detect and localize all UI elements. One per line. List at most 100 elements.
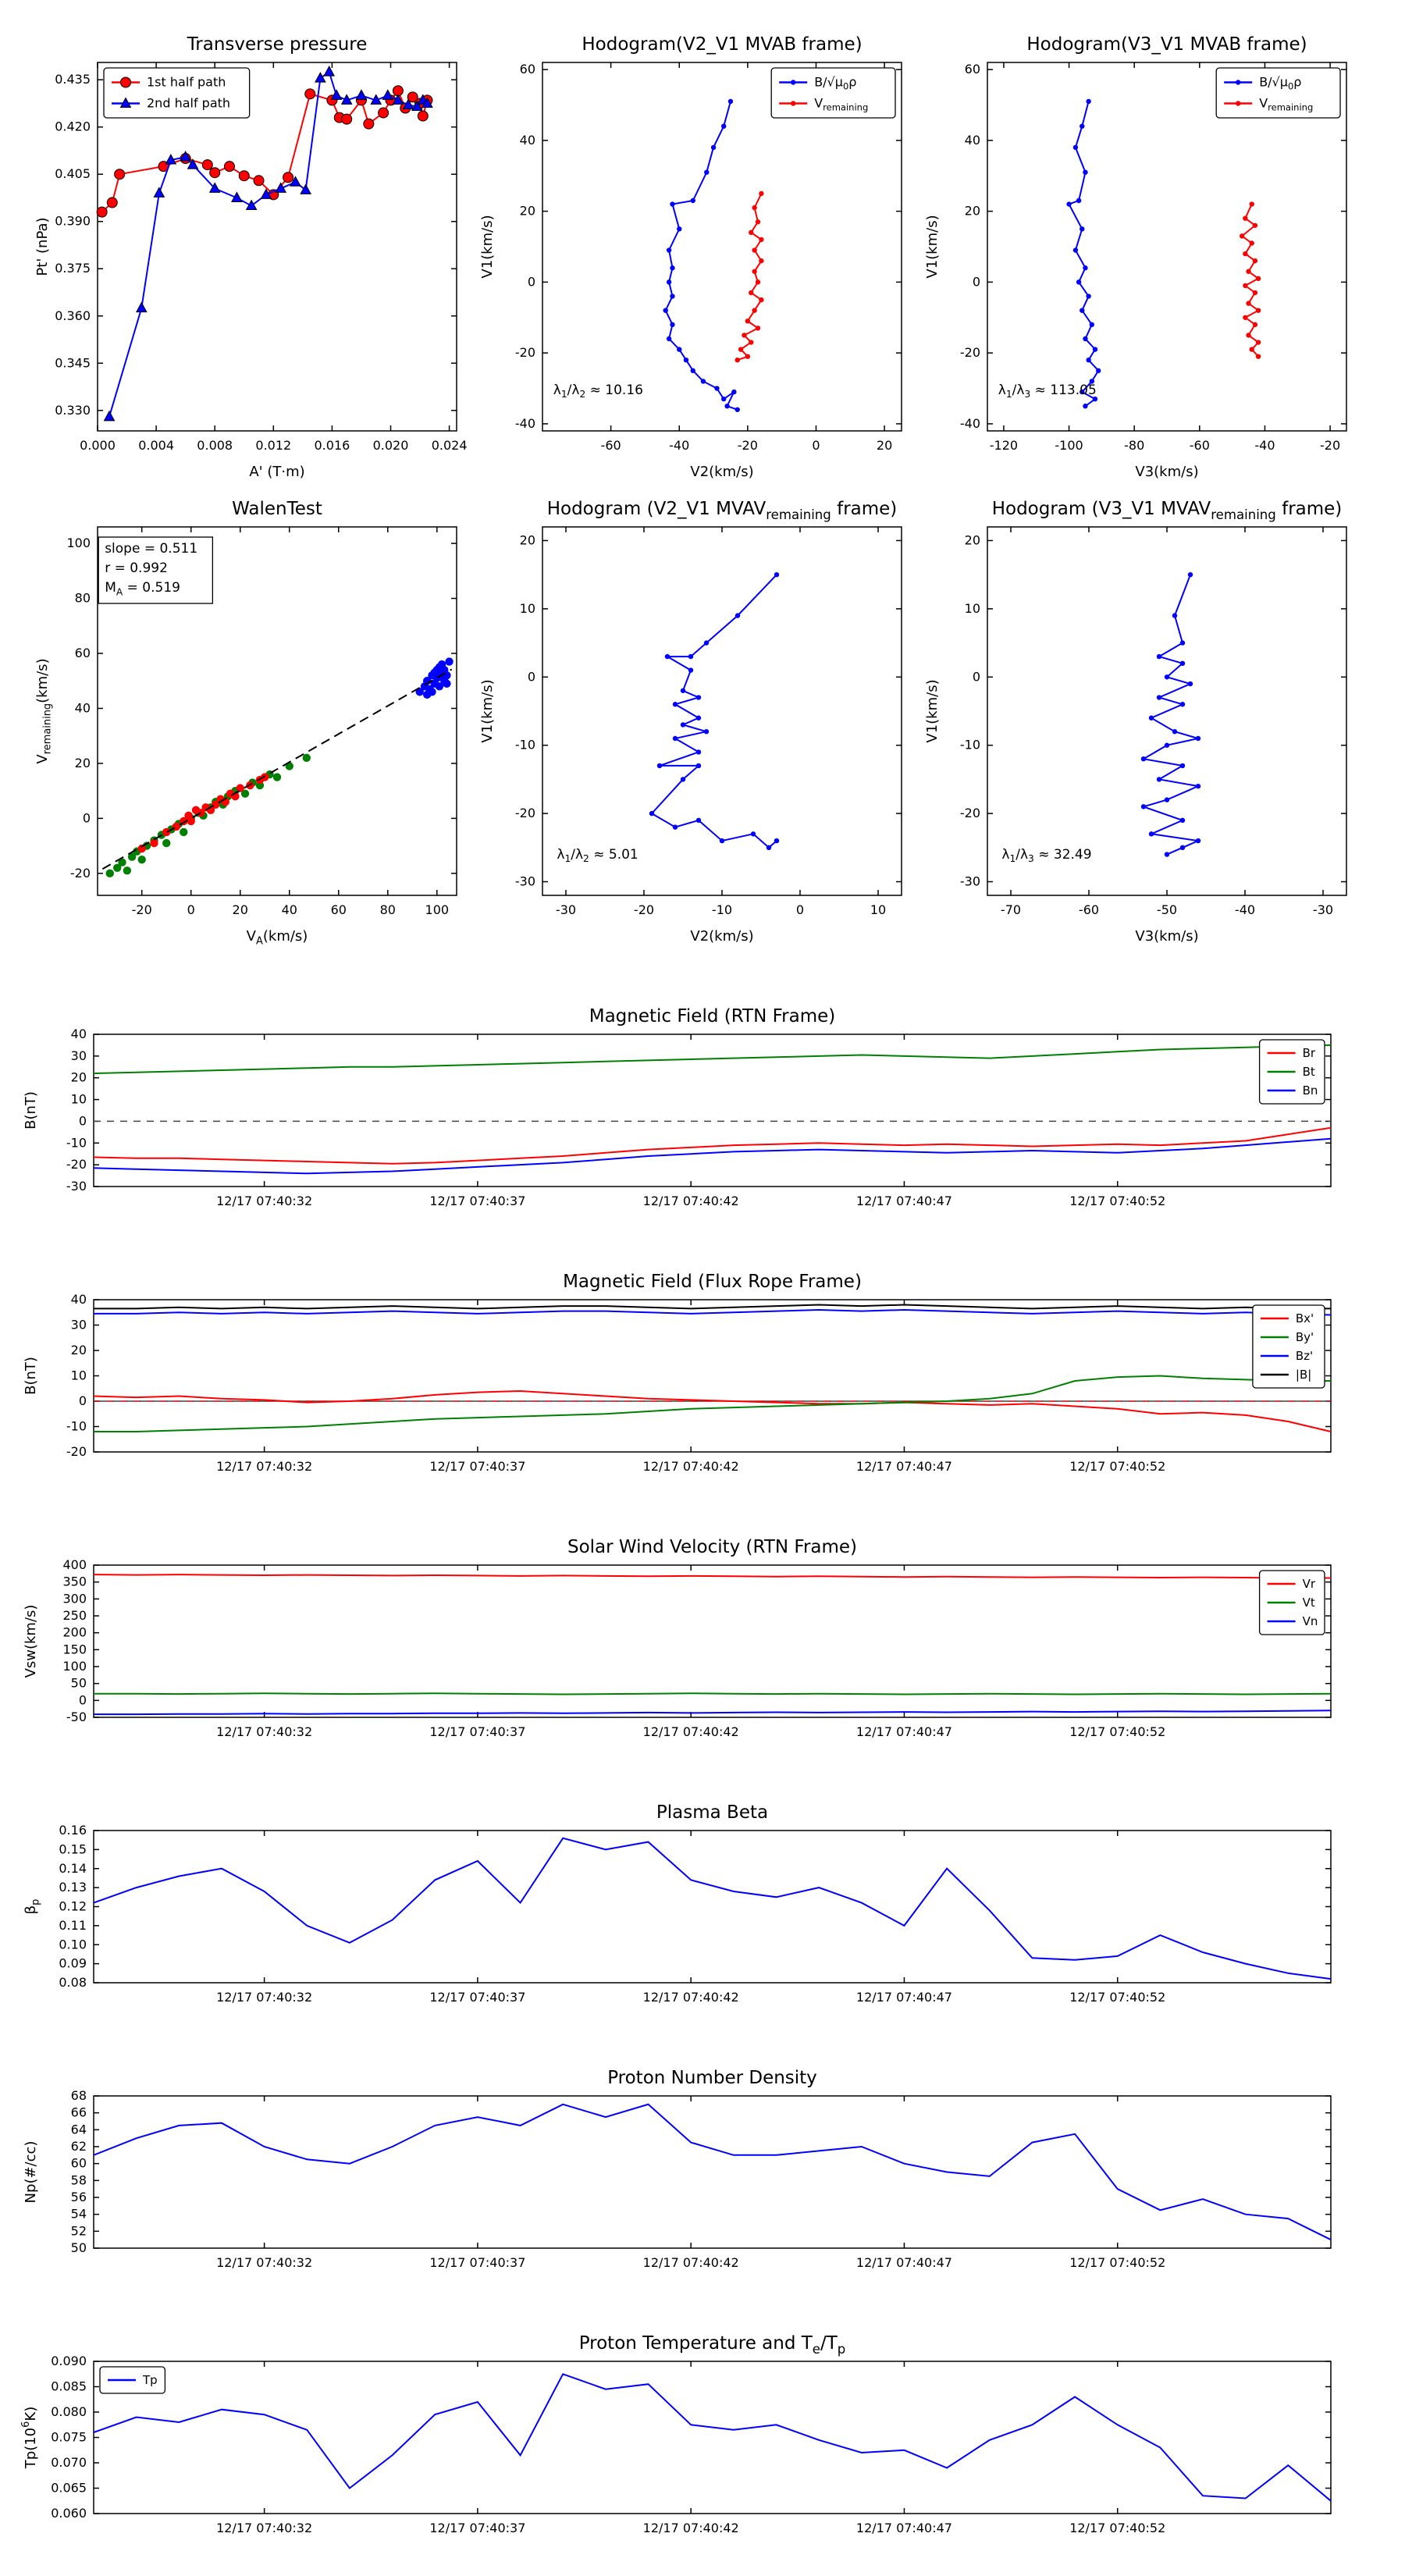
svg-text:-40: -40 [1235, 902, 1255, 917]
svg-text:V1(km/s): V1(km/s) [924, 679, 941, 742]
chart-walen-test: -20 0 20 40 60 80 100 -20 0 20 40 60 80 100 WalenTest V… [23, 480, 468, 956]
svg-text:12/17 07:40:32: 12/17 07:40:32 [216, 1194, 312, 1208]
svg-text:0: 0 [973, 669, 980, 684]
svg-text:Solar Wind Velocity (RTN Frame: Solar Wind Velocity (RTN Frame) [567, 1537, 857, 1557]
svg-text:1st half path: 1st half path [147, 75, 226, 90]
svg-text:λ1/λ3 ≈ 32.49: λ1/λ3 ≈ 32.49 [1001, 847, 1091, 864]
svg-text:V1(km/s): V1(km/s) [924, 215, 941, 278]
svg-text:0.012: 0.012 [255, 438, 291, 453]
svg-text:λ1/λ2 ≈ 10.16: λ1/λ2 ≈ 10.16 [553, 382, 643, 400]
svg-text:λ1/λ2 ≈ 5.01: λ1/λ2 ≈ 5.01 [557, 847, 638, 864]
svg-text:Vsw(km/s): Vsw(km/s) [23, 1605, 39, 1678]
svg-text:-30: -30 [515, 874, 535, 889]
svg-text:0.024: 0.024 [432, 438, 468, 453]
svg-text:0.435: 0.435 [55, 72, 91, 87]
svg-text:12/17 07:40:52: 12/17 07:40:52 [1069, 1194, 1165, 1208]
svg-text:V1(km/s): V1(km/s) [479, 679, 496, 742]
svg-text:-20: -20 [70, 866, 91, 881]
svg-text:0.11: 0.11 [59, 1918, 87, 1933]
chart-hodogram-v3v1-mvab: -120 -100 -80 -60 -40 -20 -40 -20 0 20 40 60 Hodogra… [913, 16, 1358, 492]
transverse-pressure-svg: 0.000 0.004 0.008 0.012 0.016 0.020 0.024 0.330… [34, 34, 468, 480]
svg-text:-30: -30 [1313, 902, 1333, 917]
svg-text:B(nT): B(nT) [23, 1357, 39, 1395]
svg-text:12/17 07:40:52: 12/17 07:40:52 [1069, 2521, 1165, 2535]
svg-text:-20: -20 [515, 806, 535, 820]
svg-text:12/17 07:40:32: 12/17 07:40:32 [216, 1990, 312, 2005]
svg-text:0.065: 0.065 [51, 2481, 87, 2496]
svg-text:-60: -60 [1190, 438, 1210, 453]
svg-text:-40: -40 [515, 416, 535, 431]
svg-text:40: 40 [282, 902, 297, 917]
svg-text:30: 30 [71, 1048, 87, 1063]
svg-text:40: 40 [965, 133, 980, 148]
svg-text:12/17 07:40:47: 12/17 07:40:47 [856, 2255, 952, 2270]
svg-text:V2(km/s): V2(km/s) [690, 464, 753, 480]
chart-proton-temperature: 12/17 07:40:32 12/17 07:40:37 12/17 07:40:… [12, 2318, 1354, 2553]
chart-hodogram-v2v1-mvav: -30 -20 -10 0 10 -30 -20 -10 0 10 20 Hodogram (V2_V… [468, 480, 913, 956]
svg-text:0: 0 [187, 902, 195, 917]
svg-text:0: 0 [796, 902, 804, 917]
solar-wind-velocity-svg: 12/17 07:40:32 12/17 07:40:37 12/17 07:40:… [23, 1537, 1332, 1739]
svg-text:400: 400 [62, 1557, 87, 1572]
svg-text:50: 50 [71, 2240, 87, 2255]
svg-text:0.004: 0.004 [138, 438, 174, 453]
svg-text:0.09: 0.09 [59, 1956, 87, 1971]
svg-text:Transverse pressure: Transverse pressure [187, 34, 368, 55]
svg-text:-50: -50 [1157, 902, 1177, 917]
svg-text:80: 80 [380, 902, 396, 917]
svg-text:0: 0 [79, 1692, 87, 1707]
svg-text:Np(#/cc): Np(#/cc) [23, 2141, 39, 2204]
svg-text:0.405: 0.405 [55, 166, 91, 181]
svg-text:Plasma Beta: Plasma Beta [656, 1802, 768, 1823]
svg-text:12/17 07:40:47: 12/17 07:40:47 [856, 1990, 952, 2005]
svg-text:Pt' (nPa): Pt' (nPa) [34, 217, 51, 276]
chart-magnetic-field-fluxrope: 12/17 07:40:32 12/17 07:40:37 12/17 07:40:… [12, 1257, 1354, 1491]
svg-text:Bx': Bx' [1296, 1311, 1314, 1325]
svg-text:20: 20 [520, 204, 535, 219]
hodogram-v3v1-mvab-svg: -120 -100 -80 -60 -40 -20 -40 -20 0 20 40 60 Hodogra… [924, 34, 1347, 480]
svg-text:12/17 07:40:52: 12/17 07:40:52 [1069, 1724, 1165, 1739]
svg-text:300: 300 [62, 1591, 87, 1606]
svg-text:A' (T·m): A' (T·m) [249, 464, 304, 480]
chart-transverse-pressure: 0.000 0.004 0.008 0.012 0.016 0.020 0.024 0.330… [23, 16, 468, 492]
svg-text:100: 100 [425, 902, 450, 917]
chart-proton-number-density: 12/17 07:40:32 12/17 07:40:37 12/17 07:40:… [12, 2053, 1354, 2287]
svg-text:54: 54 [71, 2207, 87, 2222]
svg-text:B/√μ0ρ: B/√μ0ρ [814, 75, 856, 92]
hodogram-v2v1-mvab-svg: -60 -40 -20 0 20 -40 -20 0 20 40 60 Hodogram(V2_V1 … [479, 34, 902, 480]
svg-text:12/17 07:40:47: 12/17 07:40:47 [856, 1724, 952, 1739]
svg-text:60: 60 [75, 646, 91, 660]
svg-text:-100: -100 [1055, 438, 1083, 453]
svg-text:12/17 07:40:37: 12/17 07:40:37 [429, 1459, 525, 1474]
svg-text:0.360: 0.360 [55, 308, 91, 323]
svg-text:350: 350 [62, 1574, 87, 1589]
svg-text:λ1/λ3 ≈ 113.05: λ1/λ3 ≈ 113.05 [998, 382, 1097, 400]
svg-text:Vt: Vt [1303, 1596, 1315, 1610]
svg-text:20: 20 [75, 756, 91, 770]
svg-text:WalenTest: WalenTest [232, 499, 322, 519]
svg-text:-30: -30 [556, 902, 576, 917]
svg-text:0: 0 [79, 1393, 87, 1408]
svg-text:64: 64 [71, 2122, 87, 2137]
svg-text:0.13: 0.13 [59, 1880, 87, 1895]
svg-text:-10: -10 [515, 738, 535, 753]
svg-text:12/17 07:40:42: 12/17 07:40:42 [643, 1724, 739, 1739]
svg-text:-20: -20 [66, 1444, 87, 1459]
svg-text:12/17 07:40:52: 12/17 07:40:52 [1069, 1459, 1165, 1474]
svg-text:20: 20 [965, 532, 980, 547]
svg-text:40: 40 [71, 1026, 87, 1041]
svg-text:60: 60 [71, 2156, 87, 2171]
svg-text:Hodogram(V3_V1 MVAB frame): Hodogram(V3_V1 MVAB frame) [1026, 34, 1307, 55]
svg-text:Bn: Bn [1303, 1083, 1318, 1098]
svg-text:0.020: 0.020 [373, 438, 409, 453]
svg-text:200: 200 [62, 1625, 87, 1640]
svg-text:Hodogram (V2_V1 MVAVremaining: Hodogram (V2_V1 MVAVremaining frame) [547, 499, 898, 522]
svg-text:MA = 0.519: MA = 0.519 [105, 580, 180, 597]
svg-text:Vr: Vr [1303, 1577, 1316, 1591]
svg-text:Vremaining: Vremaining [814, 96, 868, 113]
svg-text:-20: -20 [515, 345, 535, 360]
svg-text:βp: βp [23, 1899, 42, 1915]
svg-text:-10: -10 [66, 1135, 87, 1150]
mag-field-fluxrope-svg: 12/17 07:40:32 12/17 07:40:37 12/17 07:40:… [23, 1272, 1332, 1474]
svg-text:80: 80 [75, 591, 91, 606]
